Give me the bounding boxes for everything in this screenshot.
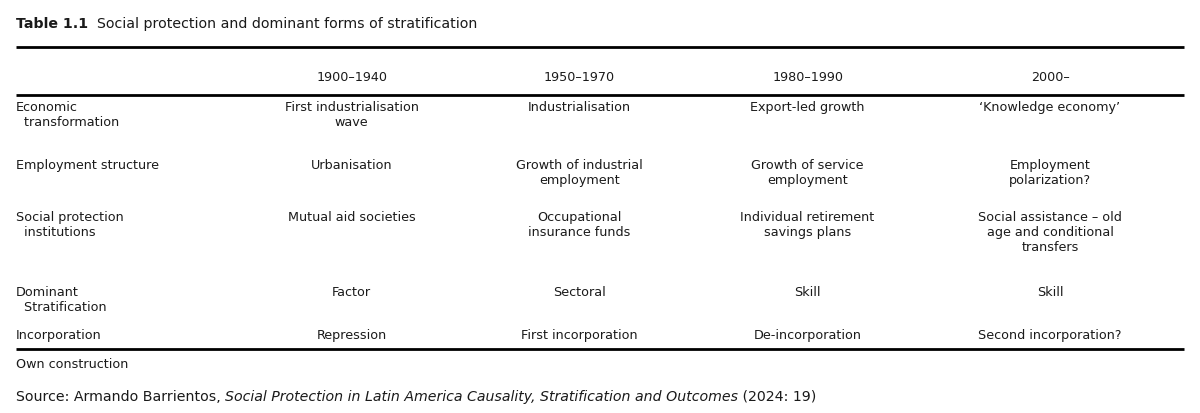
Text: Factor: Factor [332,285,371,298]
Text: First incorporation: First incorporation [521,328,638,341]
Text: Own construction: Own construction [16,357,128,370]
Text: Social protection and dominant forms of stratification: Social protection and dominant forms of … [88,17,476,31]
Text: First industrialisation
wave: First industrialisation wave [284,101,419,129]
Text: Social assistance – old
age and conditional
transfers: Social assistance – old age and conditio… [978,211,1122,254]
Text: Dominant
  Stratification: Dominant Stratification [16,285,107,313]
Text: Export-led growth: Export-led growth [750,101,865,114]
Text: De-incorporation: De-incorporation [754,328,862,341]
Text: Urbanisation: Urbanisation [311,159,392,172]
Text: Repression: Repression [317,328,386,341]
Text: Second incorporation?: Second incorporation? [978,328,1122,341]
Text: Growth of service
employment: Growth of service employment [751,159,864,187]
Text: Skill: Skill [794,285,821,298]
Text: Growth of industrial
employment: Growth of industrial employment [516,159,643,187]
Text: Social protection
  institutions: Social protection institutions [16,211,124,239]
Text: Skill: Skill [1037,285,1063,298]
Text: 2000–: 2000– [1031,71,1069,84]
Text: Sectoral: Sectoral [553,285,606,298]
Text: 1950–1970: 1950–1970 [544,71,616,84]
Text: Incorporation: Incorporation [16,328,101,341]
Text: Industrialisation: Industrialisation [528,101,631,114]
Text: Economic
  transformation: Economic transformation [16,101,119,129]
Text: ‘Knowledge economy’: ‘Knowledge economy’ [979,101,1121,114]
Text: Source: Armando Barrientos,: Source: Armando Barrientos, [16,389,224,403]
Text: Occupational
insurance funds: Occupational insurance funds [528,211,631,239]
Text: Individual retirement
savings plans: Individual retirement savings plans [740,211,875,239]
Text: Employment
polarization?: Employment polarization? [1009,159,1091,187]
Text: 1900–1940: 1900–1940 [316,71,388,84]
Text: Mutual aid societies: Mutual aid societies [288,211,415,223]
Text: Table 1.1: Table 1.1 [16,17,88,31]
Text: Social Protection in Latin America Causality, Stratification and Outcomes: Social Protection in Latin America Causa… [224,389,738,403]
Text: Employment structure: Employment structure [16,159,158,172]
Text: (2024: 19): (2024: 19) [738,389,816,403]
Text: 1980–1990: 1980–1990 [772,71,844,84]
